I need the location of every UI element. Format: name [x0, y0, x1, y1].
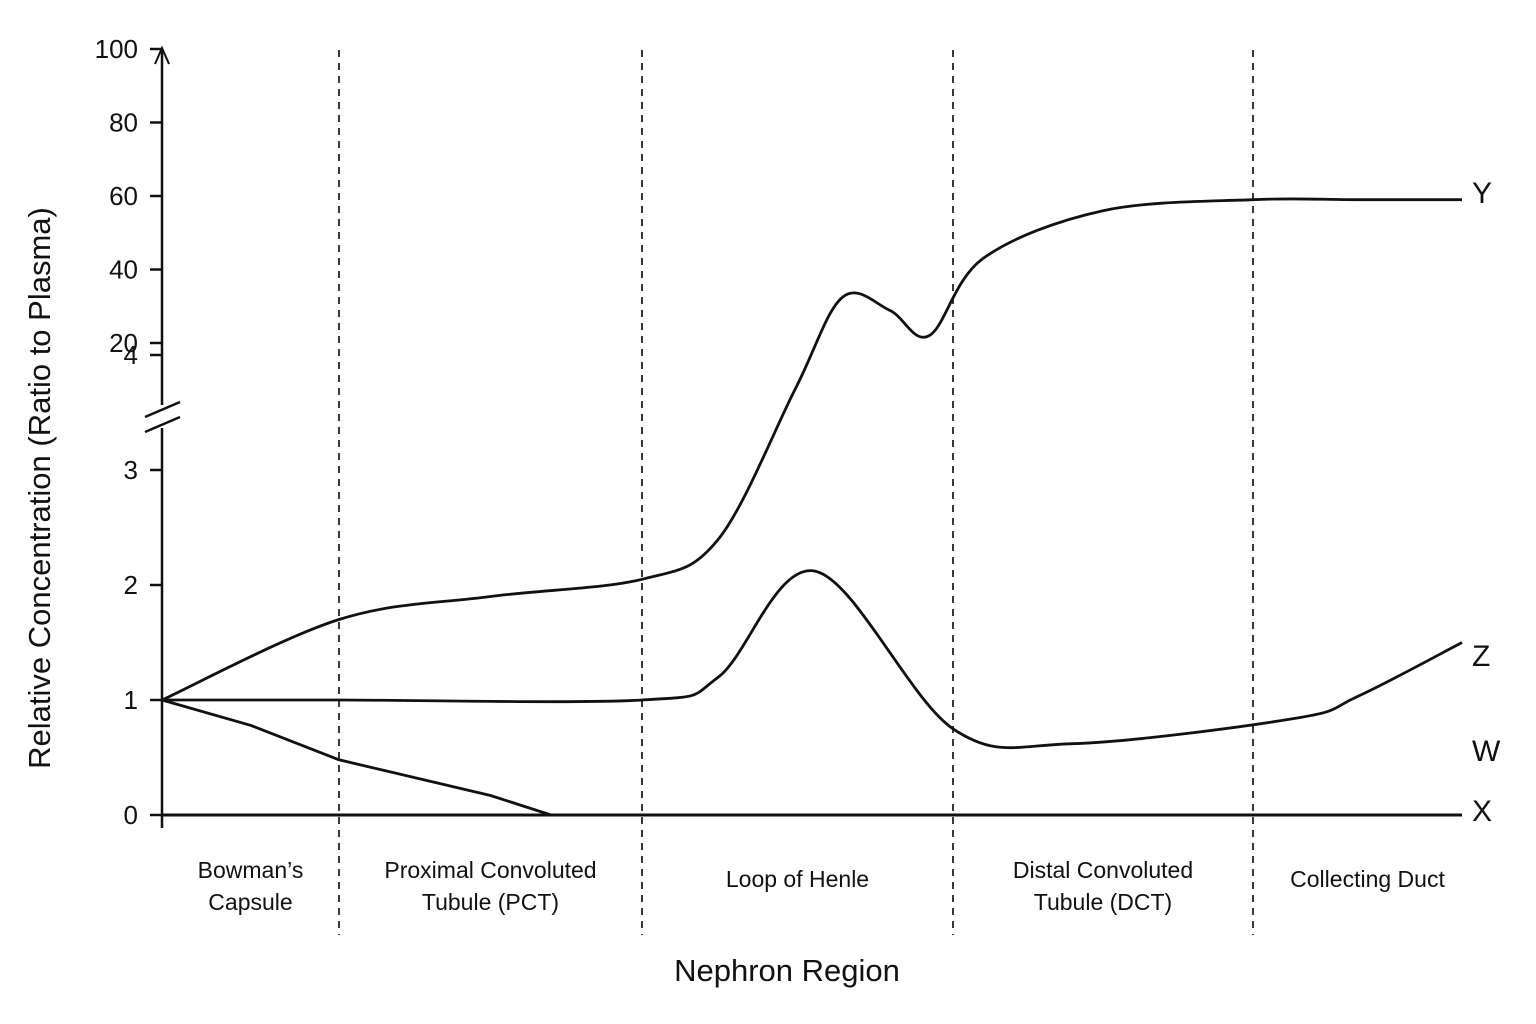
y-axis-break-mark-1 — [144, 400, 181, 419]
region-label: Tubule (DCT) — [1034, 889, 1172, 915]
region-label: Capsule — [208, 889, 292, 915]
y-tick-label: 1 — [124, 685, 138, 715]
region-dividers — [338, 50, 1254, 935]
series-line-z — [162, 569, 1463, 750]
series-labels: Y Z WX — [1472, 177, 1501, 828]
series-curves — [161, 197, 1463, 817]
y-ticks: 0 1 2 3 420 40 60 80 100 — [95, 34, 162, 830]
y-tick-label: 3 — [124, 455, 138, 485]
region-label: Distal Convoluted — [1013, 857, 1193, 883]
x-axis-title: Nephron Region — [674, 953, 900, 988]
region-label: Proximal Convoluted — [384, 857, 596, 883]
series-line-w — [161, 698, 552, 817]
region-label: Loop of Henle — [726, 866, 869, 892]
series-label-w: W — [1472, 735, 1501, 768]
series-label-x: X — [1472, 795, 1492, 828]
y-tick-label: 20 — [109, 328, 138, 358]
y-tick-label: 0 — [124, 800, 138, 830]
region-label: Collecting Duct — [1290, 866, 1445, 892]
y-tick-label: 100 — [95, 34, 138, 64]
series-label-y: Y — [1472, 177, 1492, 210]
series-line-y — [161, 197, 1462, 702]
y-tick-label: 60 — [109, 181, 138, 211]
series-label-z: Z — [1472, 640, 1490, 673]
y-tick-label: 2 — [124, 570, 138, 600]
y-axis-break-mark-2 — [144, 415, 181, 434]
region-labels: Bowman’s Capsule Proximal Convoluted Tubule… — [198, 857, 1446, 915]
y-tick-label: 4 — [124, 340, 138, 370]
region-label: Bowman’s — [198, 857, 304, 883]
y-tick-label: 80 — [109, 108, 138, 138]
region-label: Tubule (PCT) — [422, 889, 559, 915]
y-tick-label: 40 — [109, 255, 138, 285]
y-axis-title: Relative Concentration (Ratio to Plasma) — [22, 207, 57, 769]
